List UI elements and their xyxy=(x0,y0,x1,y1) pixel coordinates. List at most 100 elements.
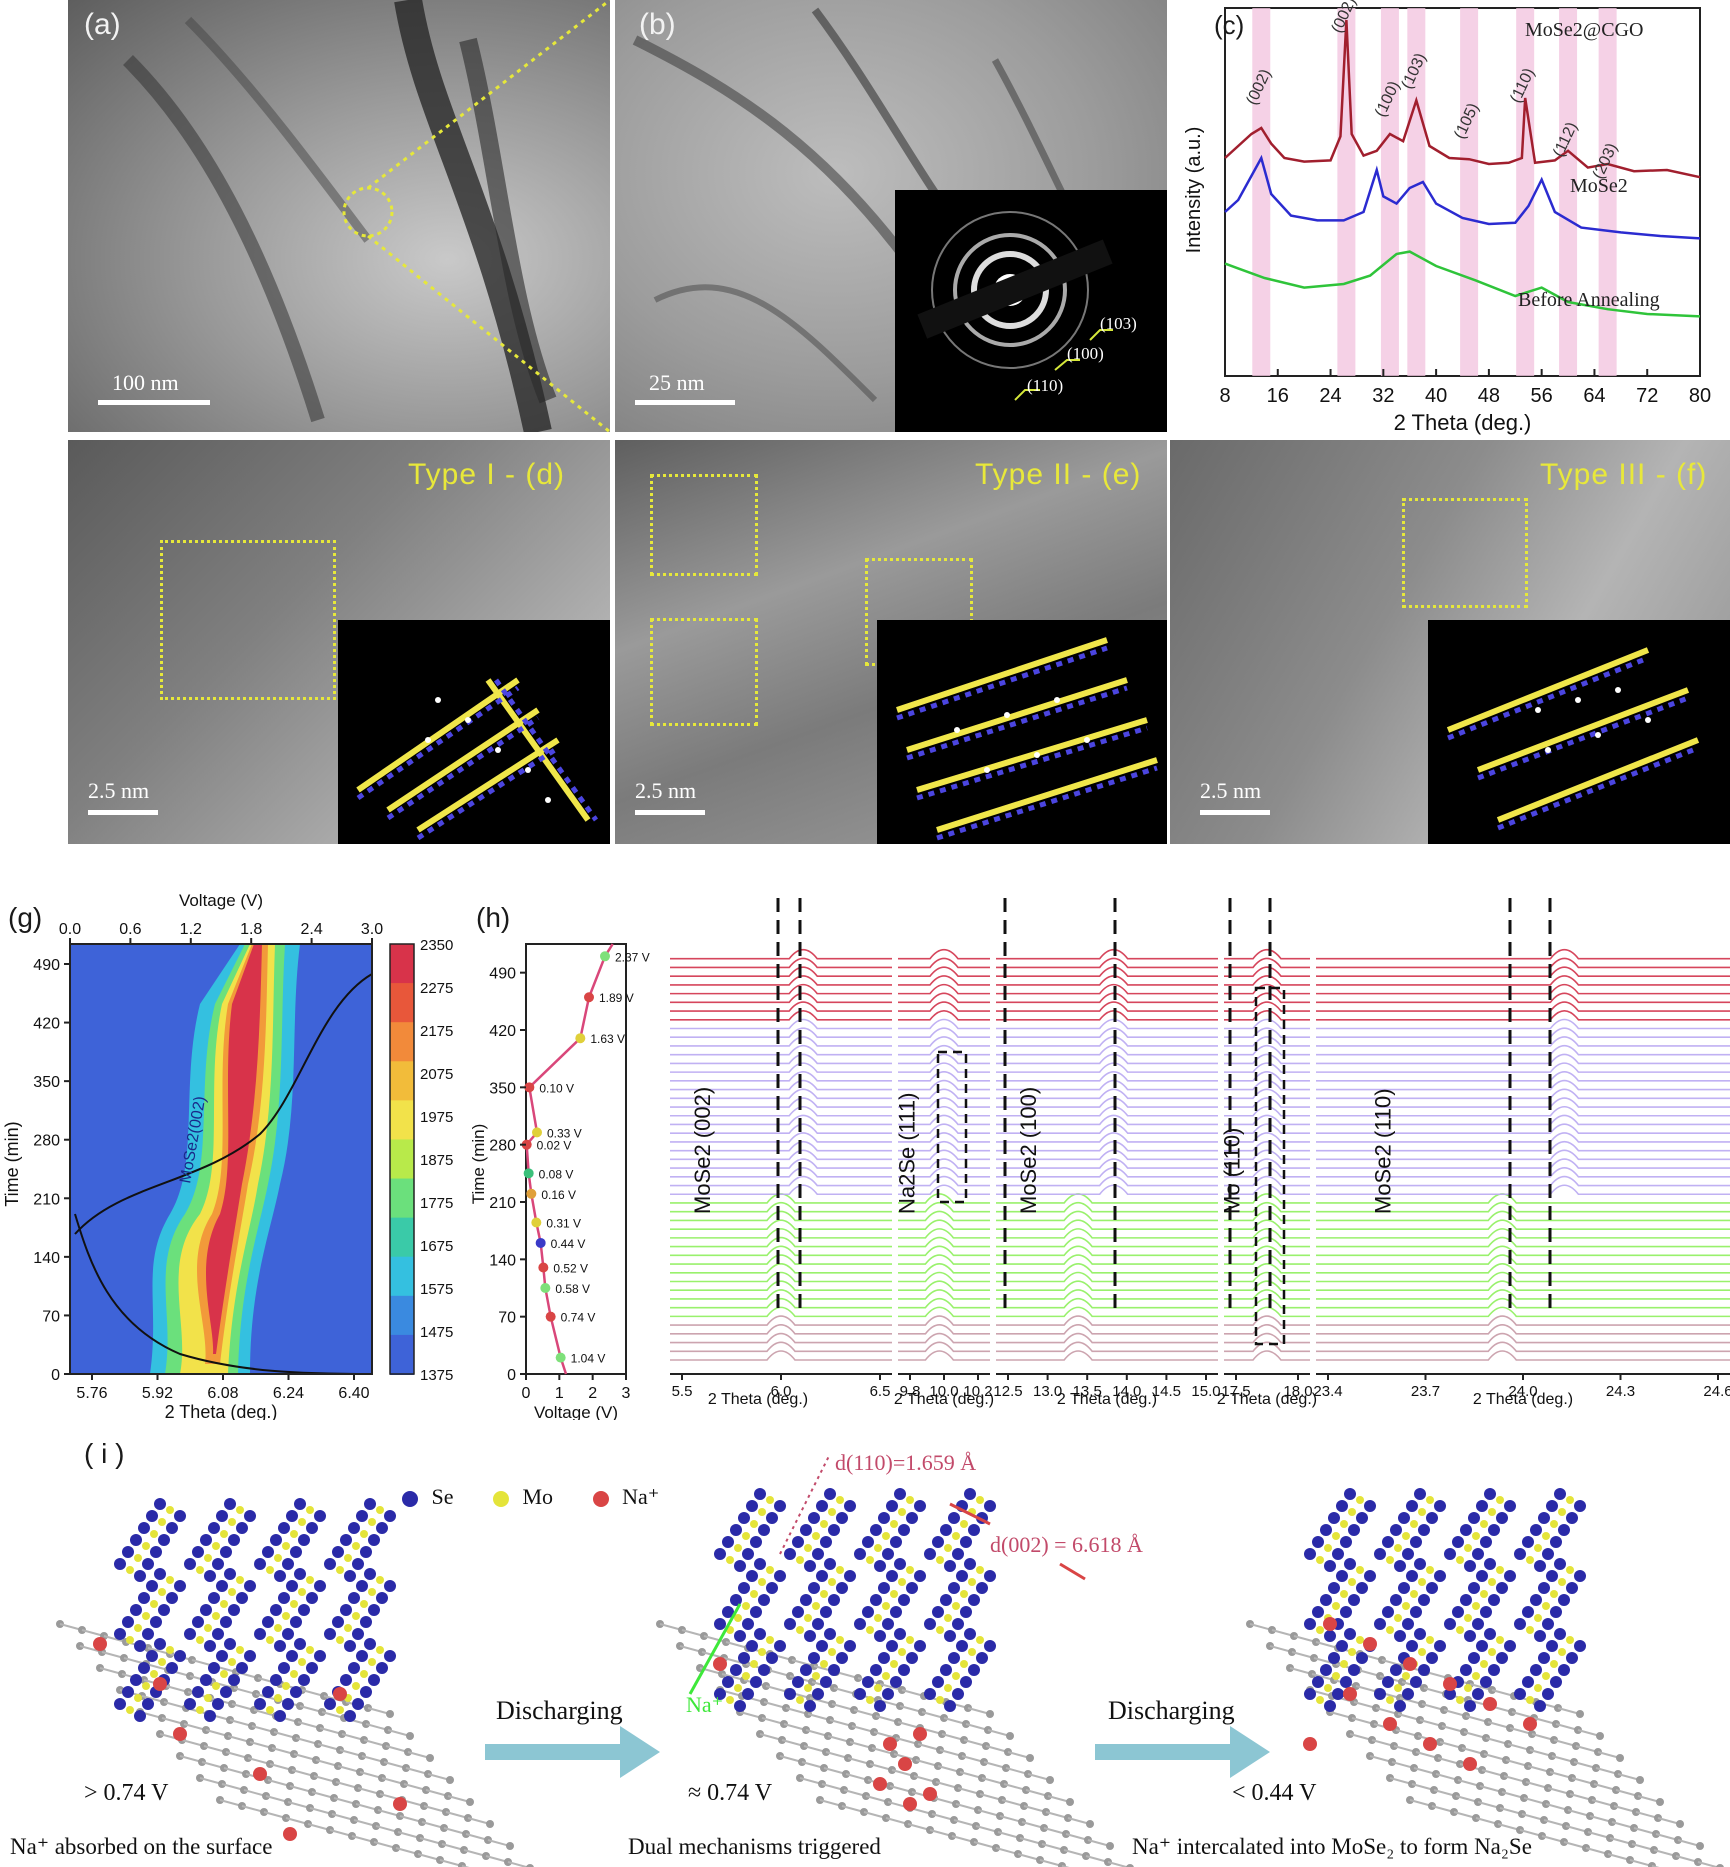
graphene-atom xyxy=(486,1820,494,1828)
se-atom xyxy=(360,1686,372,1698)
se-atom xyxy=(1394,1560,1406,1572)
se-atom xyxy=(1484,1558,1496,1570)
waterfall-trace xyxy=(670,1297,892,1309)
panel-i-schematic: ( i ) Se Mo Na⁺ Discharging Discharging … xyxy=(0,1434,1730,1867)
se-atom xyxy=(1348,1664,1360,1676)
se-atom xyxy=(1340,1606,1352,1618)
se-atom xyxy=(146,1510,158,1522)
na-ion xyxy=(1323,1617,1337,1631)
waterfall-xtick-label: 12.5 xyxy=(993,1383,1022,1400)
panel-d-scale-bar xyxy=(88,810,158,815)
mo-atom xyxy=(1496,1496,1504,1504)
se-atom xyxy=(924,1548,936,1560)
waterfall-subpanel-label: Mo (110) xyxy=(1219,1128,1244,1214)
voltage-point-label: 1.63 V xyxy=(590,1032,625,1046)
na-ion xyxy=(1423,1737,1437,1751)
se-atom xyxy=(1394,1700,1406,1712)
voltage-point-label: 0.33 V xyxy=(547,1126,582,1140)
voltage-point xyxy=(555,1352,566,1363)
se-atom xyxy=(836,1512,848,1524)
graphene-atom xyxy=(386,1710,394,1718)
se-atom xyxy=(964,1628,976,1640)
state2-caption: Dual mechanisms triggered xyxy=(628,1834,881,1859)
waterfall-trace xyxy=(898,1219,990,1230)
xrd-series-label: MoSe2 xyxy=(1570,175,1628,197)
se-atom xyxy=(1488,1594,1500,1606)
panel-f-scale-bar xyxy=(1200,810,1270,815)
waterfall-xtick-label: 24.3 xyxy=(1606,1383,1635,1400)
na-ion xyxy=(713,1657,727,1671)
schematic-svg xyxy=(56,1453,1724,1867)
mo-atom xyxy=(236,1506,244,1514)
mo-atom xyxy=(898,1648,906,1656)
se-atom xyxy=(738,1512,750,1524)
se-atom xyxy=(1312,1536,1324,1548)
waterfall-trace xyxy=(670,1027,892,1039)
waterfall-trace xyxy=(898,1132,990,1143)
se-atom xyxy=(1320,1594,1332,1606)
mo-atom xyxy=(758,1578,766,1586)
mo-atom xyxy=(734,1684,742,1692)
mo-atom xyxy=(1558,1648,1566,1656)
se-atom xyxy=(854,1618,866,1630)
mo-atom xyxy=(274,1554,282,1562)
waterfall-trace xyxy=(1316,1341,1730,1353)
se-atom xyxy=(824,1558,836,1570)
se-atom xyxy=(766,1652,778,1664)
se-atom xyxy=(1402,1548,1414,1560)
mo-atom xyxy=(360,1600,368,1608)
voltage-point xyxy=(532,1127,542,1138)
mo-atom xyxy=(1496,1636,1504,1644)
se-atom xyxy=(1406,1500,1418,1512)
waterfall-trace xyxy=(1224,1114,1310,1126)
saed-ring-103: (103) xyxy=(1100,314,1137,333)
se-atom xyxy=(1574,1500,1586,1512)
se-atom xyxy=(952,1618,964,1630)
contour-top-xtick-label: 2.4 xyxy=(300,921,322,938)
graphene-atom xyxy=(1696,1842,1704,1850)
waterfall-trace xyxy=(670,1071,892,1082)
se-atom xyxy=(204,1710,216,1722)
mo-atom xyxy=(134,1624,142,1632)
se-atom xyxy=(324,1558,336,1570)
xrd-peak-band xyxy=(1460,8,1479,376)
discharging-arrow-1 xyxy=(485,1726,660,1778)
se-atom xyxy=(1382,1536,1394,1548)
waterfall-trace xyxy=(898,1271,990,1283)
mo-atom xyxy=(820,1590,828,1598)
se-atom xyxy=(324,1698,336,1710)
se-atom xyxy=(878,1512,890,1524)
se-atom xyxy=(1488,1524,1500,1536)
legend-mo-icon xyxy=(493,1490,509,1507)
legend-na-icon xyxy=(592,1490,609,1507)
xrd-xtick-label: 16 xyxy=(1267,385,1289,407)
xrd-peak-band xyxy=(1380,8,1399,376)
mo-atom xyxy=(142,1682,150,1690)
se-atom xyxy=(1480,1536,1492,1548)
waterfall-trace xyxy=(670,1289,892,1300)
waterfall-trace xyxy=(996,1297,1218,1309)
se-atom xyxy=(1472,1688,1484,1700)
panel-d-label: Type I - (d) xyxy=(408,458,566,491)
se-atom xyxy=(208,1662,220,1674)
mo-atom xyxy=(734,1614,742,1622)
mo-atom xyxy=(836,1566,844,1574)
se-atom xyxy=(820,1676,832,1688)
contour-ytick-label: 280 xyxy=(33,1133,60,1150)
mo-atom xyxy=(290,1530,298,1538)
mo-atom xyxy=(836,1496,844,1504)
se-atom xyxy=(364,1568,376,1580)
colorbar-segment xyxy=(390,1334,414,1375)
waterfall-xtick-label: 10.2 xyxy=(963,1383,992,1400)
se-atom xyxy=(844,1500,856,1512)
se-atom xyxy=(836,1652,848,1664)
se-atom xyxy=(828,1594,840,1606)
se-atom xyxy=(1356,1512,1368,1524)
mo-atom xyxy=(812,1532,820,1540)
waterfall-trace xyxy=(996,1315,1218,1326)
waterfall-trace xyxy=(898,1018,990,1030)
contour-top-axis-title: Voltage (V) xyxy=(179,891,263,910)
mo-atom xyxy=(1332,1672,1340,1680)
se-atom xyxy=(774,1500,786,1512)
xrd-xtick-label: 40 xyxy=(1425,385,1447,407)
